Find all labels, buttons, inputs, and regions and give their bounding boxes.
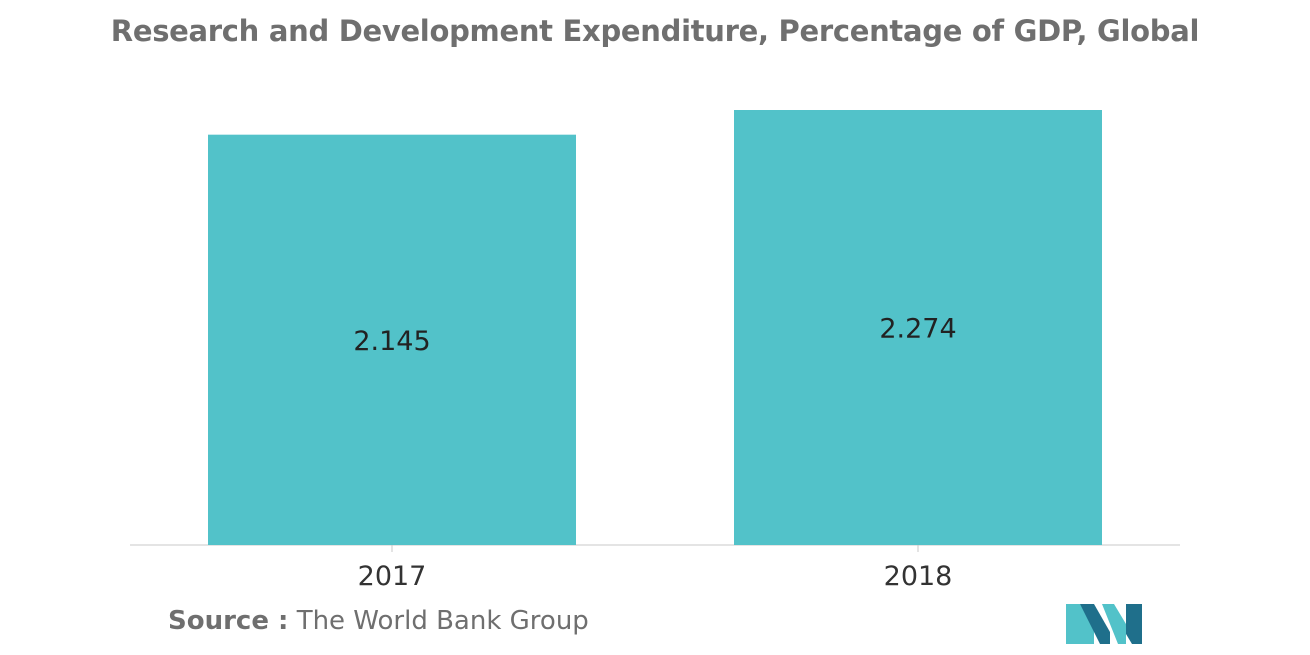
source-label: Source : <box>168 606 289 636</box>
x-tick-label-2018: 2018 <box>884 561 953 592</box>
logo-mid-shape <box>1080 604 1110 644</box>
mordor-logo-icon <box>1066 604 1142 644</box>
bars-layer: 2.145 2017 2.274 2018 <box>208 110 1102 592</box>
source-note: Source : The World Bank Group <box>168 606 589 636</box>
bar-2017 <box>208 134 576 545</box>
logo-left-shape <box>1066 604 1094 644</box>
chart-title: Research and Development Expenditure, Pe… <box>110 14 1200 48</box>
bar-2018 <box>734 110 1102 545</box>
x-tick-label-2017: 2017 <box>358 561 427 592</box>
logo-end-shape <box>1126 604 1142 644</box>
bar-value-label-2017: 2.145 <box>353 326 430 357</box>
source-text: The World Bank Group <box>296 606 589 636</box>
logo-right-shape <box>1102 604 1126 644</box>
bar-value-label-2018: 2.274 <box>879 314 956 345</box>
